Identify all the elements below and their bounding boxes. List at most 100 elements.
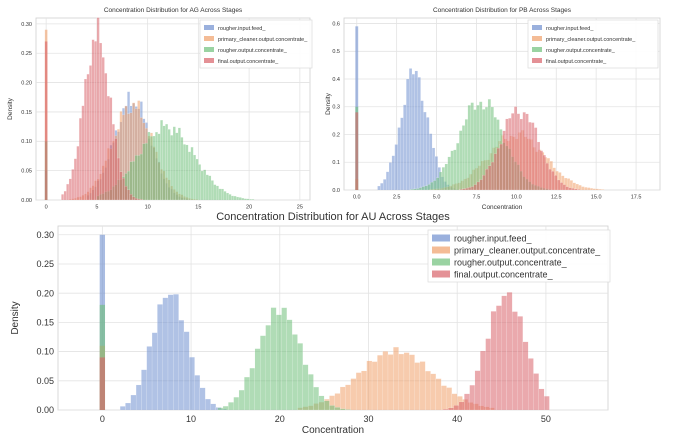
- bar: [223, 191, 227, 201]
- legend-label: rougher.input.feed_: [454, 234, 533, 244]
- bar: [557, 179, 561, 191]
- bar: [430, 373, 436, 411]
- bar: [117, 157, 120, 201]
- bar: [493, 153, 497, 191]
- legend-label: rougher.input.feed_: [218, 26, 266, 32]
- bar: [94, 41, 97, 201]
- bar: [313, 386, 319, 411]
- bar: [490, 311, 497, 411]
- bar: [393, 347, 399, 411]
- bar: [542, 154, 546, 191]
- bar: [145, 143, 148, 201]
- x-tick-label: 25: [297, 205, 303, 211]
- bar: [502, 130, 506, 191]
- y-tick-label: 0.05: [36, 376, 54, 386]
- bar: [462, 188, 466, 191]
- legend-label: primary_cleaner.output.concentrate_: [218, 37, 308, 43]
- chart-title: Concentration Distribution for PB Across…: [433, 7, 572, 14]
- bar: [468, 187, 472, 191]
- bar: [251, 199, 255, 201]
- bar: [459, 189, 463, 191]
- bar: [409, 354, 415, 411]
- x-tick-label: 40: [452, 414, 462, 424]
- bar: [162, 125, 166, 201]
- bar: [246, 198, 250, 201]
- bar: [380, 183, 384, 191]
- bar: [199, 387, 206, 411]
- y-tick-label: 0.10: [36, 347, 54, 357]
- bar: [387, 354, 394, 411]
- bar: [210, 403, 216, 411]
- bar: [292, 334, 298, 411]
- bar: [134, 155, 138, 201]
- bar: [554, 175, 558, 191]
- y-tick-label: 0.1: [332, 160, 340, 166]
- bar: [382, 351, 389, 411]
- bar: [345, 384, 351, 411]
- bar: [577, 189, 581, 191]
- bar: [249, 368, 256, 411]
- bar: [491, 161, 495, 191]
- y-tick-label: 0.30: [21, 22, 32, 28]
- bar: [568, 187, 572, 191]
- bar: [119, 171, 123, 201]
- bar: [590, 188, 594, 191]
- legend-swatch: [204, 36, 214, 41]
- legend-box: [427, 229, 611, 283]
- x-tick-label: 17.5: [631, 195, 642, 201]
- bar: [68, 178, 72, 201]
- bar: [165, 123, 169, 201]
- bar: [324, 400, 330, 411]
- x-tick-label: 0: [100, 414, 105, 424]
- pb-chart-svg: 0.0 2.5 5.0 7.5 10.0 12.5 15.0 17.5 0.0 0.1 0.2 0.3…: [325, 7, 661, 211]
- bar: [139, 153, 143, 201]
- bar: [525, 113, 529, 191]
- bar: [150, 136, 153, 201]
- bar: [441, 385, 447, 411]
- legend-label: primary_cleaner.output.concentrate_: [546, 37, 636, 43]
- bar: [485, 169, 489, 191]
- bar: [170, 135, 174, 201]
- bar: [96, 17, 100, 201]
- bar: [193, 154, 196, 201]
- bar: [188, 151, 191, 201]
- bar: [233, 195, 237, 201]
- bar: [423, 111, 427, 191]
- bar: [409, 68, 413, 191]
- bar: [473, 184, 477, 191]
- legend-box: [199, 19, 313, 69]
- bar: [465, 188, 469, 191]
- bar: [386, 171, 390, 191]
- legend-label: final.output.concentrate_: [546, 59, 607, 65]
- chart-title: Concentration Distribution for AU Across…: [216, 212, 450, 223]
- bar: [308, 374, 314, 411]
- y-tick-label: 0.20: [21, 81, 32, 87]
- bar: [514, 106, 518, 191]
- bar: [79, 118, 82, 201]
- x-tick-label: 10.0: [511, 195, 522, 201]
- bar: [424, 185, 428, 191]
- bar: [355, 112, 359, 190]
- bar: [200, 170, 204, 201]
- bar: [508, 118, 512, 191]
- bar: [587, 187, 591, 191]
- x-tick-label: 5.0: [433, 195, 441, 201]
- bar: [533, 373, 539, 411]
- bar: [127, 189, 130, 201]
- x-axis-label: Concentration: [302, 425, 364, 436]
- bar: [538, 388, 545, 411]
- bar: [112, 124, 115, 201]
- y-tick-label: 0.20: [36, 288, 54, 298]
- bar: [551, 171, 555, 191]
- bar: [241, 197, 245, 201]
- bar: [162, 297, 169, 411]
- y-tick-label: 0.00: [36, 405, 54, 415]
- au-chart-svg: 0 10 20 30 40 50 0.00 0.05 0.10 0.15 0.20 0.25 0.30 C…: [10, 211, 611, 436]
- au-chart-panel: 0 10 20 30 40 50 0.00 0.05 0.10 0.15 0.20 0.25 0.30 C…: [0, 211, 680, 436]
- bar: [155, 131, 158, 201]
- bar: [139, 199, 143, 201]
- bar: [435, 378, 442, 411]
- bar: [243, 198, 247, 201]
- bar: [66, 183, 70, 201]
- bar: [318, 395, 325, 411]
